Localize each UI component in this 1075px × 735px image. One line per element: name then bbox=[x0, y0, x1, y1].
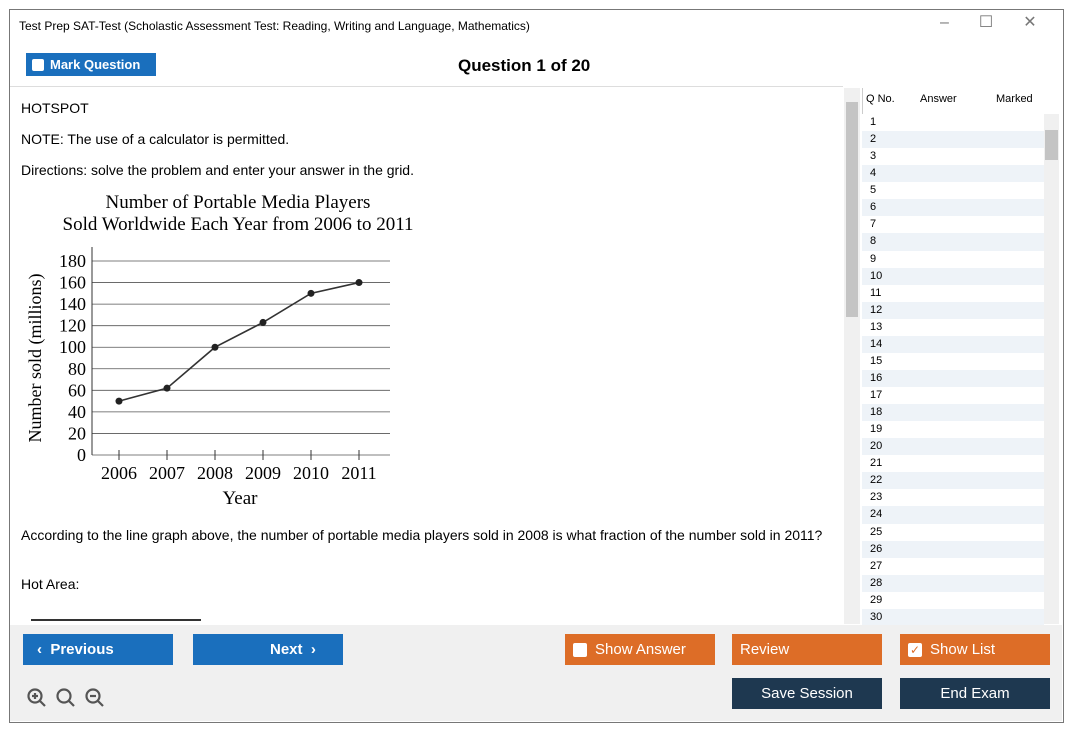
question-number: 10 bbox=[862, 267, 1044, 285]
save-session-label: Save Session bbox=[761, 685, 853, 702]
column-header: Marked bbox=[996, 93, 1033, 105]
show-list-button[interactable]: ✓ Show List bbox=[900, 634, 1050, 665]
zoom-controls[interactable] bbox=[26, 686, 110, 710]
question-number: 30 bbox=[862, 608, 1044, 626]
show-answer-label: Show Answer bbox=[595, 641, 686, 658]
y-tick-label: 160 bbox=[59, 273, 86, 293]
y-tick-label: 140 bbox=[59, 294, 86, 314]
question-number: 27 bbox=[862, 557, 1044, 575]
x-tick-label: 2006 bbox=[101, 463, 137, 483]
show-list-label: Show List bbox=[930, 641, 996, 658]
window-controls[interactable]: –☐✕ bbox=[940, 14, 1067, 31]
paragraphs: HOTSPOT NOTE: The use of a calculator is … bbox=[21, 100, 414, 193]
question-number: 14 bbox=[862, 335, 1044, 353]
paragraph: HOTSPOT bbox=[21, 100, 89, 116]
data-point bbox=[115, 397, 123, 405]
question-number: 4 bbox=[862, 165, 1044, 183]
question-number: 16 bbox=[862, 369, 1044, 387]
data-point bbox=[307, 289, 315, 297]
question-number: 1 bbox=[862, 114, 1044, 132]
question-number: 21 bbox=[862, 455, 1044, 473]
save-session-button[interactable]: Save Session bbox=[732, 678, 882, 709]
hot-area-grid[interactable] bbox=[31, 619, 201, 625]
question-number: 11 bbox=[862, 284, 1044, 302]
question-number: 28 bbox=[862, 574, 1044, 592]
question-list: 1 2 3 4 5 6 7 8 9 10 11 12 13 14 15 16 17 18 19 20 21 22 23 24 2… bbox=[862, 114, 1044, 626]
question-number: 26 bbox=[862, 540, 1044, 558]
question-number: 19 bbox=[862, 421, 1044, 439]
x-tick-label: 2007 bbox=[149, 463, 185, 483]
list-scrollbar[interactable] bbox=[1044, 114, 1059, 624]
y-tick-label: 60 bbox=[68, 380, 86, 400]
paragraph: NOTE: The use of a calculator is permitt… bbox=[21, 131, 290, 147]
column-header: Q No. bbox=[866, 93, 895, 105]
question-number: 13 bbox=[862, 318, 1044, 336]
question-number: 7 bbox=[862, 216, 1044, 234]
x-tick-label: 2010 bbox=[293, 463, 329, 483]
question-number: 15 bbox=[862, 352, 1044, 370]
y-tick-label: 0 bbox=[77, 445, 86, 465]
end-exam-button[interactable]: End Exam bbox=[900, 678, 1050, 709]
data-point bbox=[211, 343, 219, 351]
question-number: 8 bbox=[862, 233, 1044, 251]
y-tick-label: 120 bbox=[59, 316, 86, 336]
next-button[interactable]: Next › bbox=[193, 634, 343, 665]
review-label: Review bbox=[740, 641, 790, 658]
chart-title: Number of Portable Media Players bbox=[106, 192, 371, 213]
data-point bbox=[355, 279, 363, 287]
data-point bbox=[259, 318, 267, 326]
column-header: Answer bbox=[920, 93, 957, 105]
review-button[interactable]: Review bbox=[732, 634, 882, 665]
question-number: 24 bbox=[862, 506, 1044, 524]
mark-question-button[interactable]: Mark Question bbox=[26, 53, 156, 76]
question-number: 23 bbox=[862, 489, 1044, 507]
data-line bbox=[118, 281, 360, 402]
mark-question-label: Mark Question bbox=[50, 57, 141, 72]
question-header: Question 1 of 20 bbox=[458, 56, 591, 75]
y-axis-label: Number sold (millions) bbox=[25, 274, 46, 443]
y-tick-label: 80 bbox=[68, 359, 86, 379]
previous-button[interactable]: ‹ Previous bbox=[23, 634, 173, 665]
question-number: 3 bbox=[862, 148, 1044, 166]
x-tick-label: 2008 bbox=[197, 463, 233, 483]
question-number: 22 bbox=[862, 472, 1044, 490]
paragraph: Directions: solve the problem and enter … bbox=[21, 162, 414, 178]
y-tick-label: 20 bbox=[68, 423, 86, 443]
question-number: 12 bbox=[862, 301, 1044, 319]
question-number: 6 bbox=[862, 199, 1044, 217]
question-number: 17 bbox=[862, 387, 1044, 405]
question-number: 9 bbox=[862, 250, 1044, 268]
x-tick-label: 2009 bbox=[245, 463, 281, 483]
question-number: 29 bbox=[862, 591, 1044, 609]
y-tick-label: 180 bbox=[59, 251, 86, 271]
y-tick-label: 40 bbox=[68, 402, 86, 422]
show-answer-button[interactable]: Show Answer bbox=[565, 634, 715, 665]
question-number: 25 bbox=[862, 523, 1044, 541]
question-text: According to the line graph above, the n… bbox=[21, 527, 823, 543]
end-exam-label: End Exam bbox=[940, 685, 1010, 702]
data-point bbox=[163, 384, 171, 392]
chart-title: Sold Worldwide Each Year from 2006 to 20… bbox=[63, 214, 414, 235]
hot-area-label: Hot Area: bbox=[21, 576, 80, 592]
scrollbar[interactable] bbox=[844, 88, 860, 624]
bottom-bar bbox=[10, 625, 1062, 721]
previous-label: Previous bbox=[50, 641, 114, 658]
content-area bbox=[10, 86, 843, 626]
question-number: 2 bbox=[862, 131, 1044, 149]
x-tick-label: 2011 bbox=[341, 463, 376, 483]
x-axis-label: Year bbox=[222, 488, 258, 509]
next-label: Next bbox=[270, 641, 303, 658]
y-tick-label: 100 bbox=[59, 337, 86, 357]
question-number: 20 bbox=[862, 438, 1044, 456]
question-number: 5 bbox=[862, 182, 1044, 200]
question-number: 18 bbox=[862, 404, 1044, 422]
window-title: Test Prep SAT-Test (Scholastic Assessmen… bbox=[19, 19, 530, 33]
